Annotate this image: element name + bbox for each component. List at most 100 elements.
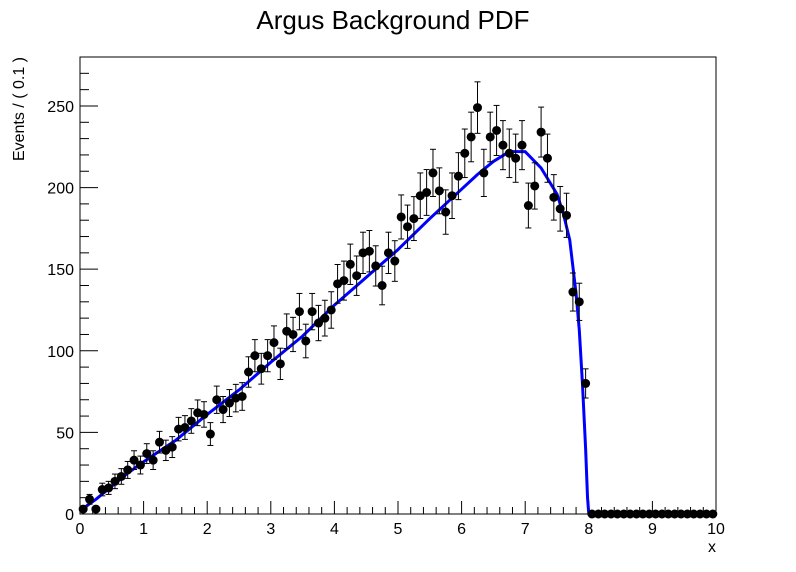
data-marker — [492, 125, 502, 135]
data-marker — [180, 422, 190, 432]
data-point — [269, 325, 279, 360]
data-point — [224, 389, 234, 417]
data-marker — [485, 132, 495, 142]
data-point — [434, 167, 444, 215]
data-marker — [218, 405, 228, 415]
data-point — [237, 382, 247, 411]
data-point — [320, 299, 330, 337]
data-point — [231, 383, 241, 413]
data-point — [473, 81, 482, 134]
data-marker — [619, 509, 629, 519]
data-points-group — [78, 81, 718, 519]
data-marker — [682, 509, 692, 519]
data-marker — [555, 204, 565, 214]
data-point — [574, 282, 584, 321]
data-marker — [670, 509, 680, 519]
data-point — [708, 509, 718, 519]
data-marker — [396, 212, 406, 222]
y-tick-label: 150 — [47, 262, 74, 279]
data-marker — [224, 398, 234, 408]
data-point — [447, 172, 457, 220]
y-tick-label: 0 — [65, 507, 74, 524]
data-marker — [651, 509, 661, 519]
data-marker — [708, 509, 718, 519]
data-marker — [574, 297, 584, 307]
data-marker — [186, 416, 196, 426]
data-marker — [91, 504, 101, 514]
data-marker — [701, 509, 711, 519]
data-marker — [536, 127, 546, 137]
data-point — [167, 436, 177, 459]
data-point — [632, 509, 641, 519]
data-point — [689, 509, 699, 519]
data-marker — [314, 318, 323, 328]
data-point — [352, 255, 362, 296]
data-point — [218, 395, 228, 424]
data-marker — [612, 509, 622, 519]
data-marker — [504, 148, 514, 158]
data-marker — [364, 246, 374, 256]
data-marker — [689, 509, 699, 519]
data-marker — [530, 181, 540, 191]
data-marker — [453, 171, 463, 181]
data-marker — [606, 509, 616, 519]
x-tick-label: 9 — [648, 521, 657, 538]
data-point — [364, 230, 374, 273]
data-point — [148, 450, 158, 471]
data-marker — [237, 391, 247, 401]
data-point — [85, 493, 95, 505]
data-point — [288, 316, 298, 353]
data-point — [663, 509, 673, 519]
data-point — [568, 272, 578, 312]
data-point — [180, 415, 190, 440]
data-point — [600, 509, 610, 519]
data-point — [250, 339, 260, 373]
data-marker — [568, 287, 578, 297]
data-marker — [409, 214, 419, 224]
data-point — [155, 430, 164, 454]
data-marker — [250, 351, 260, 361]
data-marker — [307, 307, 317, 317]
data-point — [606, 509, 616, 519]
data-marker — [288, 329, 298, 339]
data-point — [116, 468, 126, 485]
data-marker — [428, 168, 438, 178]
x-tick-label: 1 — [139, 521, 148, 538]
data-point — [403, 204, 413, 249]
data-marker — [294, 307, 304, 317]
data-point — [523, 182, 533, 229]
data-marker — [352, 271, 362, 281]
data-marker — [142, 449, 152, 459]
data-point — [263, 339, 273, 373]
data-marker — [339, 276, 349, 286]
data-point — [625, 509, 635, 519]
data-marker — [326, 305, 336, 315]
data-point — [682, 509, 692, 519]
data-point — [307, 292, 317, 331]
data-point — [460, 128, 470, 179]
data-marker — [657, 509, 667, 519]
data-point — [587, 509, 597, 519]
data-point — [530, 162, 540, 210]
data-point — [695, 509, 705, 519]
data-point — [205, 422, 215, 446]
data-point — [78, 504, 88, 514]
data-marker — [625, 509, 635, 519]
y-tick-label: 200 — [47, 181, 74, 198]
data-point — [562, 192, 572, 238]
data-marker — [632, 509, 641, 519]
x-tick-label: 0 — [76, 521, 85, 538]
data-marker — [581, 378, 591, 388]
data-marker — [155, 437, 164, 447]
data-point — [212, 385, 222, 414]
data-point — [651, 509, 661, 519]
data-marker — [320, 313, 330, 323]
data-marker — [403, 222, 413, 232]
data-point — [275, 347, 285, 380]
data-point — [91, 504, 101, 514]
data-point — [129, 450, 139, 471]
data-marker — [116, 471, 126, 481]
data-marker — [473, 103, 482, 113]
data-point — [383, 231, 393, 275]
data-point — [345, 243, 355, 285]
